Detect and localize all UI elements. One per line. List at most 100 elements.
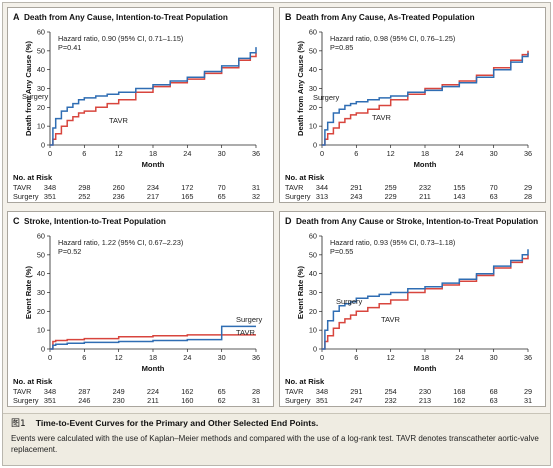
x-tick-label: 18 xyxy=(421,353,429,362)
x-tick-label: 30 xyxy=(218,149,226,158)
risk-row-label: TAVR xyxy=(13,387,31,396)
risk-value: 65 xyxy=(218,387,226,396)
surgery-curve-label: Surgery xyxy=(236,315,263,324)
risk-row-label: Surgery xyxy=(285,396,311,405)
risk-row-label: TAVR xyxy=(285,387,303,396)
x-tick-label: 0 xyxy=(320,353,324,362)
panel-c: C Stroke, Intention-to-Treat Population 0 1… xyxy=(7,211,274,407)
panel-d: D Death from Any Cause or Stroke, Intenti… xyxy=(279,211,546,407)
panel-title: Stroke, Intention-to-Treat Population xyxy=(24,217,166,226)
risk-value: 31 xyxy=(252,396,260,405)
risk-value: 298 xyxy=(78,183,90,192)
y-tick-label: 0 xyxy=(313,345,317,354)
risk-value: 143 xyxy=(453,192,465,201)
risk-value: 62 xyxy=(218,396,226,405)
p-value: P=0.52 xyxy=(58,247,81,256)
hazard-ratio: Hazard ratio, 0.90 (95% CI, 0.71–1.15) xyxy=(58,34,183,43)
x-tick-label: 6 xyxy=(82,353,86,362)
risk-value: 31 xyxy=(524,396,532,405)
risk-value: 236 xyxy=(113,192,125,201)
risk-value: 247 xyxy=(350,396,362,405)
x-tick-label: 6 xyxy=(82,149,86,158)
x-axis-label: Month xyxy=(414,160,437,169)
panel-b: B Death from Any Cause, As-Treated Popula… xyxy=(279,7,546,203)
caption-head: 图1 Time-to-Event Curves for the Primary a… xyxy=(11,417,544,431)
surgery-curve-label: Surgery xyxy=(313,93,340,102)
risk-value: 254 xyxy=(385,387,397,396)
caption-text: Events were calculated with the use of K… xyxy=(11,434,539,454)
risk-value: 70 xyxy=(490,183,498,192)
y-axis-label: Death from Any Cause (%) xyxy=(296,40,305,136)
tavr-curve-label: TAVR xyxy=(372,113,391,122)
risk-value: 213 xyxy=(419,396,431,405)
y-tick-label: 50 xyxy=(37,250,45,259)
risk-value: 246 xyxy=(78,396,90,405)
x-tick-label: 6 xyxy=(354,353,358,362)
risk-value: 291 xyxy=(350,183,362,192)
y-tick-label: 20 xyxy=(309,103,317,112)
y-tick-label: 0 xyxy=(41,141,45,150)
panel-title: Death from Any Cause, As-Treated Populat… xyxy=(296,13,475,22)
p-value: P=0.85 xyxy=(330,43,353,52)
panel-title: Death from Any Cause or Stroke, Intentio… xyxy=(296,217,538,226)
y-tick-label: 40 xyxy=(37,269,45,278)
risk-value: 28 xyxy=(524,192,532,201)
plots-area: A Death from Any Cause, Intention-to-Trea… xyxy=(3,3,550,413)
surgery-curve xyxy=(50,325,256,350)
x-tick-label: 18 xyxy=(149,353,157,362)
y-axis-label: Event Rate (%) xyxy=(296,265,305,319)
risk-value: 351 xyxy=(44,192,56,201)
x-tick-label: 24 xyxy=(183,149,191,158)
y-axis-label: Death from Any Cause (%) xyxy=(24,40,33,136)
risk-value: 259 xyxy=(385,183,397,192)
x-tick-label: 36 xyxy=(252,353,260,362)
surgery-curve-label: Surgery xyxy=(336,297,363,306)
risk-table-header: No. at Risk xyxy=(285,377,325,386)
surgery-curve xyxy=(322,249,529,350)
x-axis-label: Month xyxy=(142,160,165,169)
x-tick-label: 0 xyxy=(320,149,324,158)
y-tick-label: 60 xyxy=(309,232,317,241)
x-tick-label: 24 xyxy=(455,353,463,362)
y-axis-label: Event Rate (%) xyxy=(24,265,33,319)
tavr-curve-label: TAVR xyxy=(109,116,128,125)
panel-a: A Death from Any Cause, Intention-to-Trea… xyxy=(7,7,274,203)
panel-letter: D xyxy=(285,216,292,226)
panel-letter: A xyxy=(13,12,20,22)
risk-value: 63 xyxy=(490,192,498,201)
risk-row-label: TAVR xyxy=(285,183,303,192)
risk-value: 155 xyxy=(453,183,465,192)
tavr-curve xyxy=(322,50,529,146)
chart-svg: D Death from Any Cause or Stroke, Intenti… xyxy=(285,216,538,405)
risk-value: 249 xyxy=(113,387,125,396)
risk-table-header: No. at Risk xyxy=(13,377,53,386)
risk-row-label: TAVR xyxy=(13,183,31,192)
risk-value: 68 xyxy=(490,387,498,396)
tavr-curve xyxy=(50,334,256,350)
x-tick-label: 18 xyxy=(421,149,429,158)
risk-value: 168 xyxy=(453,387,465,396)
hazard-ratio: Hazard ratio, 0.93 (95% CI, 0.73–1.18) xyxy=(330,238,455,247)
y-tick-label: 20 xyxy=(309,307,317,316)
risk-value: 224 xyxy=(147,387,159,396)
risk-value: 160 xyxy=(181,396,193,405)
x-tick-label: 36 xyxy=(524,353,532,362)
surgery-curve-label: Surgery xyxy=(22,92,49,101)
x-tick-label: 0 xyxy=(48,149,52,158)
x-tick-label: 24 xyxy=(455,149,463,158)
x-tick-label: 12 xyxy=(387,149,395,158)
tavr-curve-label: TAVR xyxy=(236,328,255,337)
y-tick-label: 60 xyxy=(37,232,45,241)
x-tick-label: 36 xyxy=(524,149,532,158)
p-value: P=0.55 xyxy=(330,247,353,256)
risk-value: 230 xyxy=(419,387,431,396)
y-tick-label: 50 xyxy=(309,46,317,55)
x-tick-label: 6 xyxy=(354,149,358,158)
y-tick-label: 40 xyxy=(309,269,317,278)
y-tick-label: 60 xyxy=(37,28,45,37)
risk-value: 217 xyxy=(147,192,159,201)
x-tick-label: 18 xyxy=(149,149,157,158)
risk-table-header: No. at Risk xyxy=(13,173,53,182)
y-tick-label: 30 xyxy=(309,288,317,297)
risk-value: 70 xyxy=(218,183,226,192)
